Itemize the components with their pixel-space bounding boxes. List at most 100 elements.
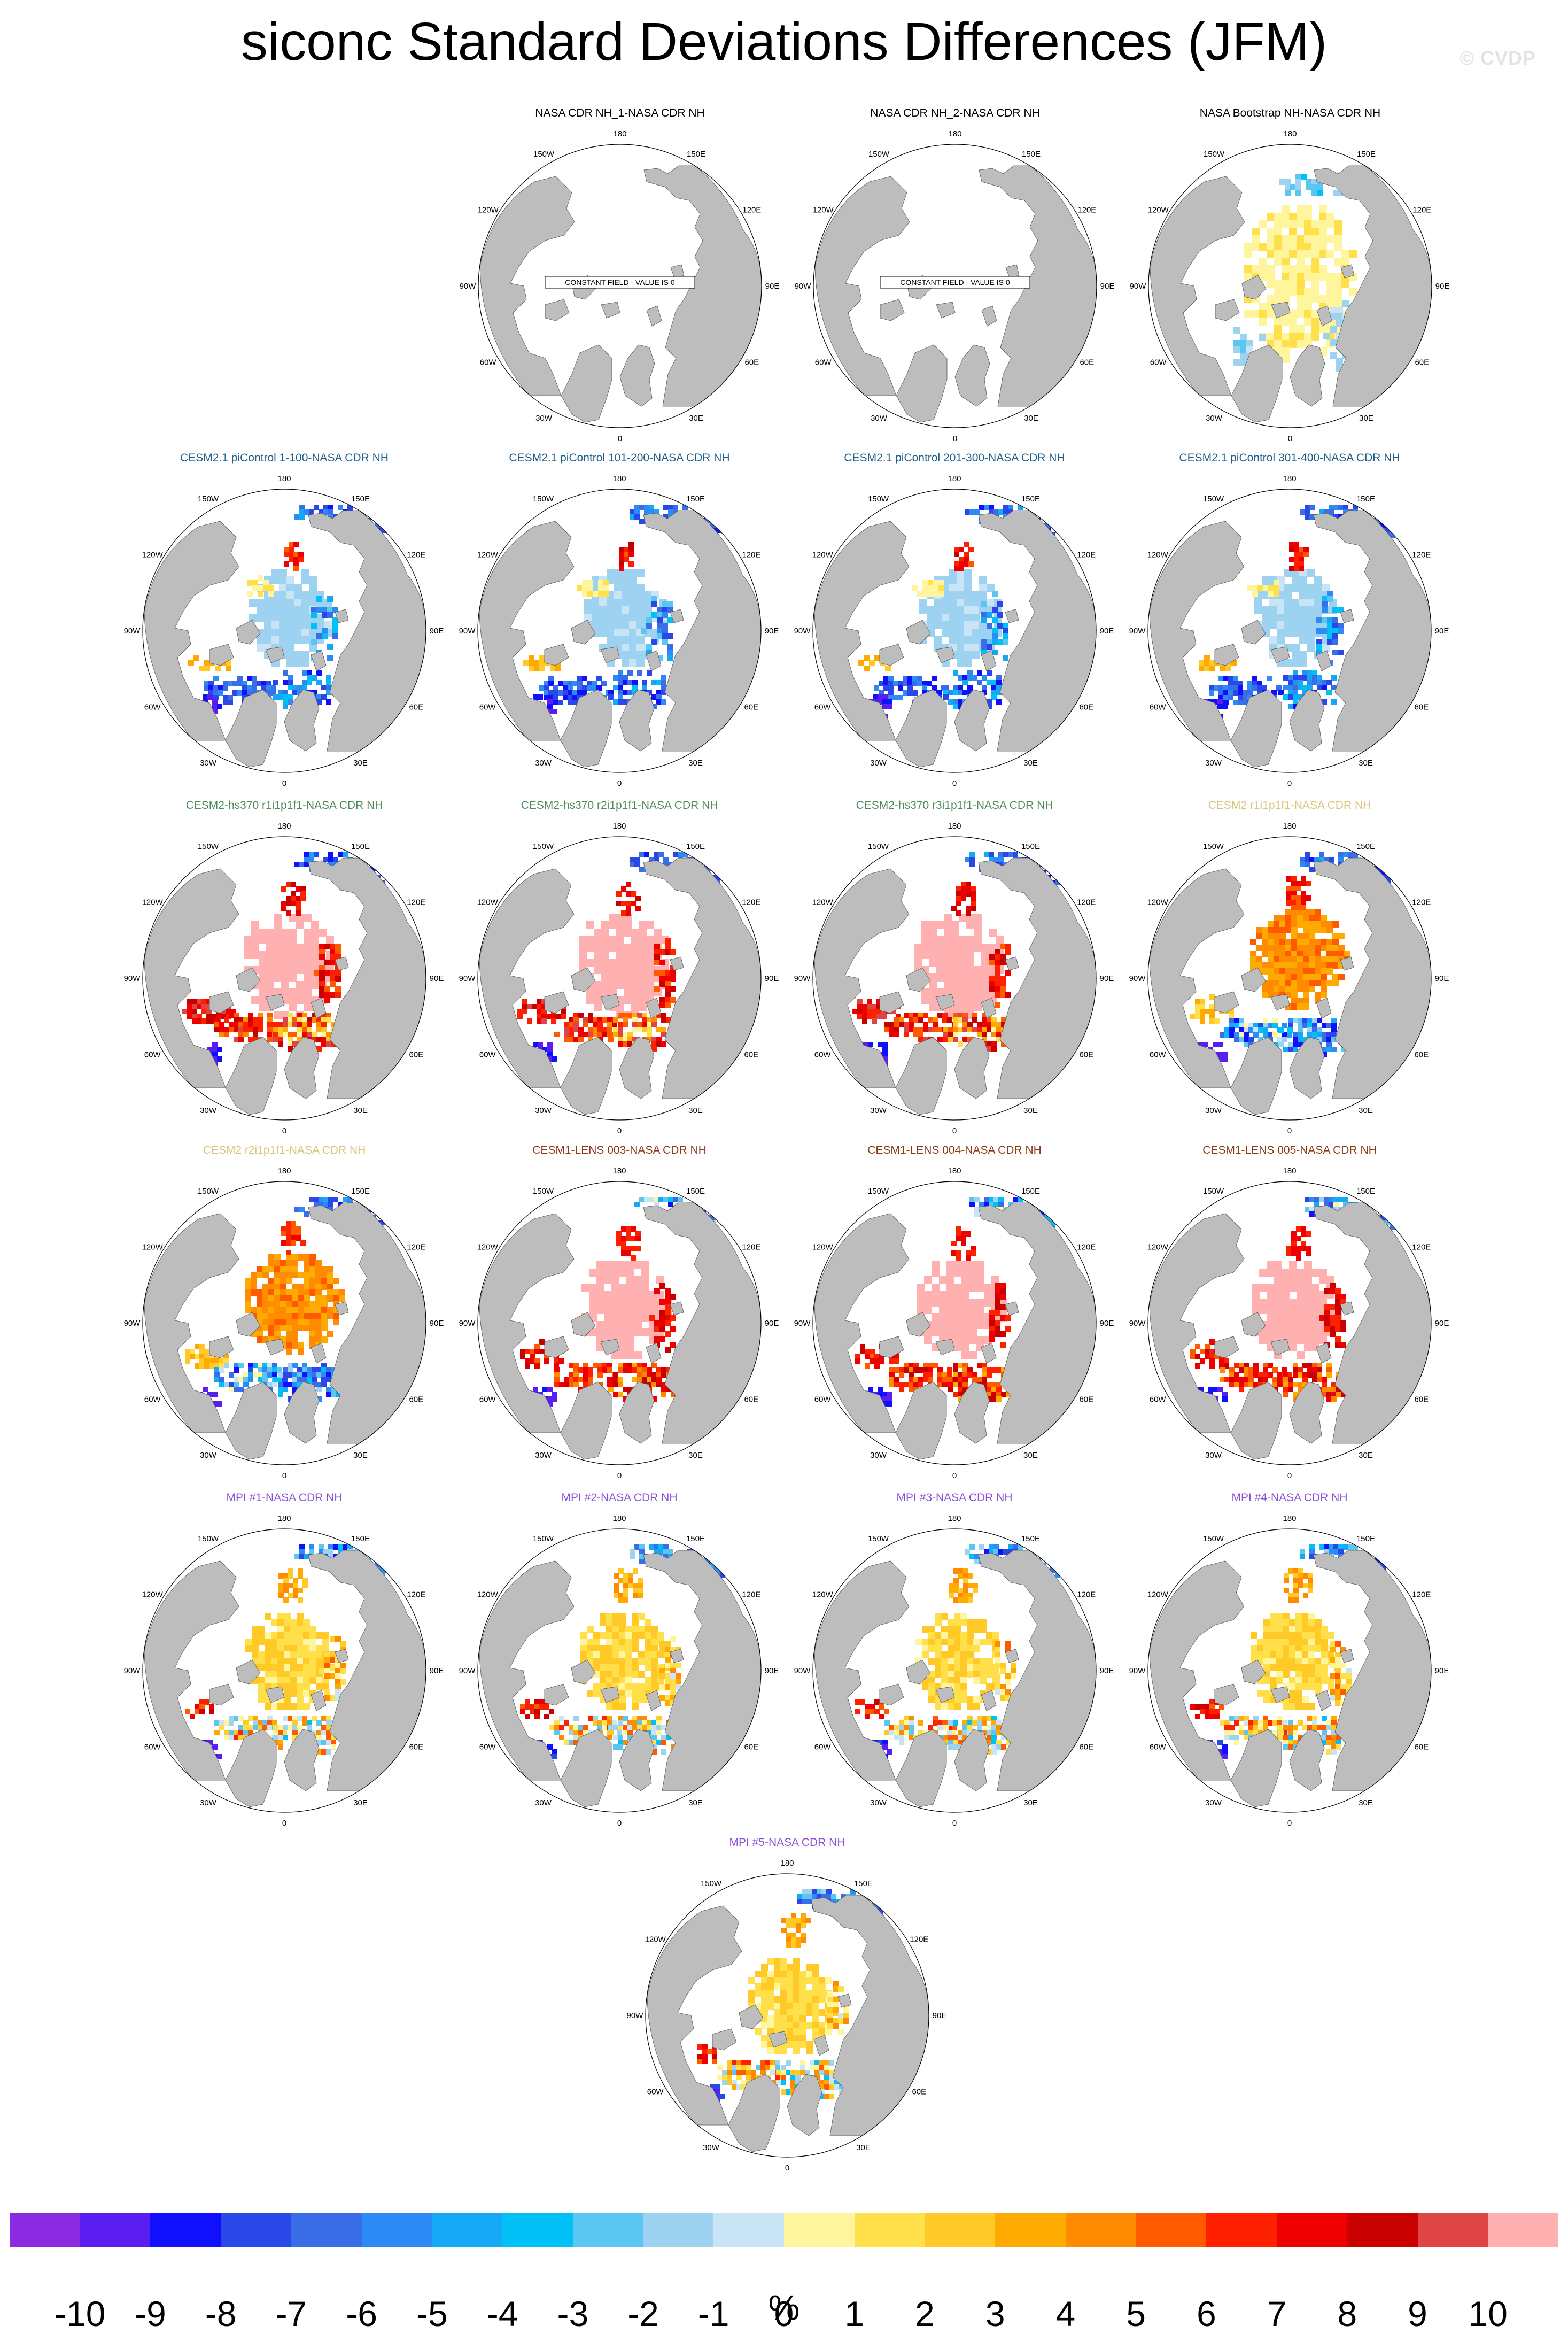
map-panel: CESM2.1 piControl 1-100-NASA CDR NH 180 15… [124, 452, 444, 794]
longitude-label: 120E [1412, 551, 1431, 560]
land-mass [954, 689, 990, 752]
colorbar-swatch [80, 2213, 151, 2247]
longitude-label: 120W [1147, 551, 1169, 560]
land-mass [144, 868, 239, 1088]
polar-map: 180 150E 120E 90E 60E 30E 0 30W 60W 90W 120W 150W [459, 1166, 779, 1480]
longitude-label: 60W [1150, 703, 1167, 712]
longitude-label: 30E [1023, 1798, 1038, 1807]
land-mass [1316, 305, 1332, 327]
longitude-label: 150E [1022, 150, 1041, 159]
land-mass [895, 1381, 947, 1460]
longitude-label: 90E [933, 2011, 947, 2020]
longitude-label: 0 [282, 1819, 286, 1828]
colorbar-tick-label: 5 [1126, 2294, 1146, 2333]
land-mass [1005, 264, 1020, 279]
land-mass [600, 1686, 620, 1703]
polar-map: 180 150E 120E 90E 60E 30E 0 30W 60W 90W 120W 150W [459, 1514, 779, 1828]
longitude-label: 150W [868, 1187, 889, 1196]
longitude-label: 150W [1204, 150, 1225, 159]
land-mass [906, 967, 931, 992]
longitude-label: 60E [1414, 1743, 1429, 1752]
land-mass [225, 1729, 277, 1807]
longitude-label: 150W [198, 1534, 219, 1543]
longitude-label: 60E [1079, 703, 1093, 712]
colorbar-tick-label: -2 [627, 2294, 659, 2333]
longitude-label: 30W [535, 1451, 552, 1460]
colorbar-tick-label: 4 [1055, 2294, 1076, 2333]
land-mass [1150, 176, 1245, 396]
longitude-label: 120E [407, 1590, 425, 1600]
sea-ice-anomaly-field [1233, 168, 1371, 372]
polar-map: 180 150E 120E 90E 60E 30E 0 30W 60W 90W 120W 150W [794, 1514, 1114, 1828]
longitude-label: 90E [765, 1319, 779, 1328]
map-boundary [477, 836, 762, 1121]
panel-title: MPI #5-NASA CDR NH [729, 1836, 845, 1849]
panel-title: CESM2.1 piControl 201-300-NASA CDR NH [844, 452, 1065, 464]
colorbar-swatch [1065, 2213, 1137, 2247]
longitude-label: 150W [701, 1879, 722, 1888]
longitude-label: 90W [794, 1666, 811, 1675]
longitude-label: 30E [688, 1798, 703, 1807]
land-mass [936, 302, 956, 319]
land-mass [560, 689, 612, 768]
longitude-label: 120E [1412, 898, 1431, 907]
land-mass [619, 1381, 655, 1444]
land-mass [284, 1381, 320, 1444]
land-mass [1230, 1111, 1247, 1120]
polar-map: 180 150E 120E 90E 60E 30E 0 30W 60W 90W 120W 150W [1129, 1166, 1449, 1480]
land-mass [560, 1729, 612, 1807]
longitude-label: 150E [686, 1187, 705, 1196]
land-mass [880, 299, 905, 321]
land-mass [646, 650, 662, 671]
longitude-label: 150E [351, 1187, 370, 1196]
land-mass [265, 1339, 285, 1356]
land-mass [1289, 1381, 1325, 1444]
map-boundary [478, 144, 762, 428]
longitude-label: 0 [1288, 434, 1292, 443]
longitude-label: 30W [200, 1798, 217, 1807]
longitude-label: 120E [742, 1590, 760, 1600]
longitude-label: 120E [1412, 1590, 1431, 1600]
longitude-label: 60E [409, 1050, 423, 1060]
map-boundary [142, 1181, 426, 1465]
map-boundary [142, 1528, 426, 1813]
land-mass [1214, 1683, 1239, 1706]
land-mass [335, 1301, 349, 1316]
longitude-label: 150E [1356, 494, 1375, 504]
land-mass [646, 1690, 662, 1711]
longitude-label: 0 [617, 779, 622, 788]
land-mass [144, 1213, 239, 1433]
land-mass [209, 991, 234, 1014]
land-mass [1241, 1659, 1266, 1685]
land-mass [236, 1312, 261, 1337]
longitude-label: 60W [144, 1050, 161, 1060]
longitude-label: 150E [686, 1534, 705, 1543]
sea-ice-anomaly-field [523, 505, 725, 719]
longitude-label: 180 [948, 1166, 961, 1176]
polar-map: 180 150E 120E 90E 60E 30E 0 30W 60W 90W 120W 150W [794, 1166, 1114, 1480]
longitude-label: 60W [479, 1395, 496, 1404]
longitude-label: 60W [1150, 358, 1167, 367]
longitude-label: 90W [1130, 282, 1147, 291]
land-mass [311, 650, 327, 671]
longitude-label: 30E [1023, 1451, 1038, 1460]
land-mass [225, 689, 277, 768]
land-mass [647, 1905, 742, 2126]
longitude-label: 60E [1080, 358, 1094, 367]
longitude-label: 150E [854, 1879, 873, 1888]
longitude-label: 180 [277, 474, 291, 483]
longitude-label: 90E [430, 627, 444, 636]
land-mass [670, 264, 685, 279]
longitude-label: 90W [124, 1319, 141, 1328]
colorbar-unit: % [768, 2288, 800, 2327]
longitude-label: 90W [459, 974, 476, 983]
longitude-label: 60E [744, 703, 758, 712]
longitude-label: 90W [794, 974, 811, 983]
longitude-label: 0 [618, 434, 622, 443]
longitude-label: 120W [142, 898, 164, 907]
land-mass [1230, 1729, 1282, 1807]
longitude-label: 0 [1287, 779, 1292, 788]
longitude-label: 180 [277, 822, 291, 831]
longitude-label: 120W [477, 1243, 499, 1252]
colorbar-swatch [150, 2213, 221, 2247]
